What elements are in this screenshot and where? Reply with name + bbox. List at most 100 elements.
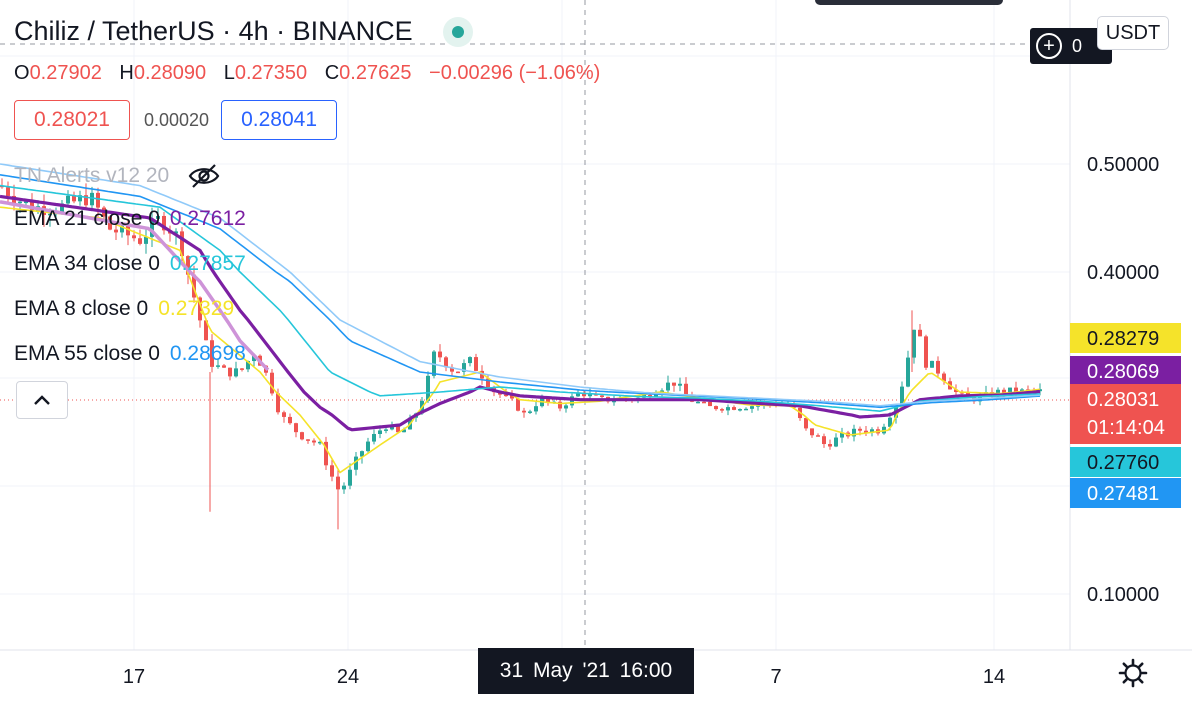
gear-icon[interactable] <box>1118 658 1148 688</box>
ohlc-values: O0.27902 H0.28090 L0.27350 C0.27625 −0.0… <box>14 62 612 85</box>
time-tick-label: 14 <box>983 666 1005 688</box>
price-badge-label: 0.27760 <box>1087 452 1159 474</box>
price-badge-label: 0.27481 <box>1087 483 1159 505</box>
low-label: L <box>223 62 235 84</box>
candle <box>294 422 298 438</box>
ema-line <box>0 194 1041 432</box>
candle <box>930 360 934 368</box>
indicator-ema21[interactable]: EMA 21 close 0 0.27612 <box>14 207 246 231</box>
price-tick-label: 0.50000 <box>1087 154 1159 176</box>
ema21-value: 0.27612 <box>169 207 246 230</box>
collapse-legend-button[interactable] <box>16 381 68 419</box>
candle <box>882 423 886 435</box>
candle <box>444 356 448 372</box>
symbol-title[interactable]: Chiliz / TetherUS · 4h · BINANCE <box>14 16 413 46</box>
time-axis[interactable]: 17 24 7 14 <box>123 666 1005 688</box>
candle <box>744 407 748 411</box>
time-tick-label: 7 <box>770 666 781 688</box>
spread-value: 0.00020 <box>144 109 210 130</box>
countdown-label: 01:14:04 <box>1087 417 1165 439</box>
market-status-icon[interactable] <box>442 16 473 47</box>
indicator-ema8[interactable]: EMA 8 close 0 0.27329 <box>14 297 234 321</box>
candle <box>558 398 562 412</box>
time-tick-label: 24 <box>337 666 359 688</box>
ema55-value: 0.28698 <box>169 342 246 365</box>
time-tick-label: 17 <box>123 666 145 688</box>
ema21-label: EMA 21 close 0 <box>14 207 160 230</box>
candle <box>528 409 532 415</box>
buy-button[interactable]: 0.28041 <box>221 100 338 140</box>
indicator-ema55[interactable]: EMA 55 close 0 0.28698 <box>14 342 246 366</box>
candle <box>456 371 460 374</box>
candle <box>912 329 916 364</box>
indicator-tn-alerts[interactable]: TN Alerts v12 20 <box>14 162 221 190</box>
candle <box>384 427 388 434</box>
indicator-ema34[interactable]: EMA 34 close 0 0.27857 <box>14 252 246 276</box>
price-badge-bg <box>1070 323 1181 353</box>
ema-line <box>0 174 1041 409</box>
candle <box>306 439 310 444</box>
candle <box>672 382 676 392</box>
candle <box>72 191 76 204</box>
high-label: H <box>119 62 134 84</box>
candle <box>144 227 148 254</box>
candle <box>822 433 826 448</box>
candle <box>468 356 472 367</box>
candle <box>732 405 736 411</box>
candle <box>816 433 820 437</box>
candle <box>348 463 352 490</box>
price-badge: 0.28069 <box>1070 356 1181 386</box>
price-badge-bg <box>1070 356 1181 386</box>
candle <box>198 296 202 328</box>
symbol-legend: Chiliz / TetherUS · 4h · BINANCE <box>14 16 473 47</box>
candle <box>366 437 370 455</box>
candle <box>666 375 670 396</box>
candle <box>852 424 856 442</box>
candle <box>726 404 730 416</box>
eye-off-icon[interactable] <box>187 162 221 190</box>
candle <box>228 367 232 381</box>
candle <box>480 365 484 385</box>
indicator-tn-label: TN Alerts v12 20 <box>14 164 170 187</box>
close-value: 0.27625 <box>339 62 412 84</box>
candle <box>906 350 910 388</box>
candle <box>750 404 754 413</box>
candle <box>78 190 82 206</box>
candle <box>522 407 526 418</box>
price-tick-label: 0.40000 <box>1087 262 1159 284</box>
candle <box>0 178 4 189</box>
ema34-label: EMA 34 close 0 <box>14 252 160 275</box>
candle <box>138 229 142 246</box>
crosshair-time-badge: 31 May '21 16:00 <box>478 648 694 694</box>
candle <box>312 438 316 446</box>
currency-badge[interactable]: USDT <box>1097 16 1169 50</box>
plus-icon[interactable]: + <box>1036 33 1062 59</box>
candle <box>936 356 940 379</box>
candle <box>330 458 334 482</box>
grid-lines <box>0 0 1070 650</box>
candle <box>210 334 214 373</box>
candle <box>678 377 682 392</box>
sell-button[interactable]: 0.28021 <box>14 100 130 140</box>
candle <box>222 364 226 368</box>
price-badge-label: 0.28069 <box>1087 361 1159 383</box>
ema34-value: 0.27857 <box>169 252 246 275</box>
top-toolbar-handle[interactable] <box>815 0 1003 5</box>
candle <box>234 361 238 378</box>
candle <box>282 410 286 423</box>
price-badge: 0.28031 01:14:04 <box>1070 384 1181 444</box>
ema-line <box>0 184 1041 413</box>
ema-line <box>0 163 1041 407</box>
price-badge-bg <box>1070 384 1181 444</box>
candle <box>300 431 304 441</box>
candle <box>924 334 928 371</box>
candle <box>438 344 442 362</box>
price-axis[interactable]: 0.50000 0.40000 0.10000 <box>1087 154 1159 606</box>
candle <box>462 359 466 376</box>
candle <box>342 482 346 494</box>
ema8-value: 0.27329 <box>158 297 235 320</box>
candle <box>804 417 808 431</box>
price-badge: 0.27760 <box>1070 447 1181 477</box>
